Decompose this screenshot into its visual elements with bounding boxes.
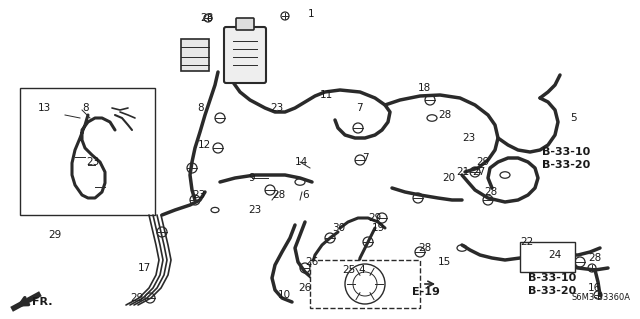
Text: B-33-10: B-33-10 bbox=[528, 273, 576, 283]
Text: 23: 23 bbox=[270, 103, 284, 113]
Text: E-19: E-19 bbox=[412, 287, 440, 297]
Text: 24: 24 bbox=[548, 250, 561, 260]
Text: 23: 23 bbox=[248, 205, 261, 215]
Text: 3: 3 bbox=[195, 47, 202, 57]
Text: 7: 7 bbox=[356, 103, 363, 113]
FancyBboxPatch shape bbox=[224, 27, 266, 83]
Text: FR.: FR. bbox=[32, 297, 52, 307]
Text: 26: 26 bbox=[305, 257, 318, 267]
Text: 28: 28 bbox=[588, 253, 601, 263]
Bar bbox=[310, 260, 420, 308]
Text: 23: 23 bbox=[462, 133, 476, 143]
Text: 12: 12 bbox=[198, 140, 211, 150]
Text: 4: 4 bbox=[358, 265, 365, 275]
Text: 8: 8 bbox=[82, 103, 88, 113]
Text: 28: 28 bbox=[438, 110, 451, 120]
Text: 29: 29 bbox=[48, 230, 61, 240]
Text: B-33-20: B-33-20 bbox=[528, 286, 576, 296]
FancyBboxPatch shape bbox=[236, 18, 254, 30]
Text: 10: 10 bbox=[278, 290, 291, 300]
Text: 27: 27 bbox=[472, 167, 485, 177]
Text: 29: 29 bbox=[368, 213, 381, 223]
Text: S6M3-B3360A: S6M3-B3360A bbox=[572, 293, 631, 302]
Text: 28: 28 bbox=[272, 190, 285, 200]
Text: 25: 25 bbox=[342, 265, 355, 275]
Text: 28: 28 bbox=[484, 187, 497, 197]
Text: 7: 7 bbox=[362, 153, 369, 163]
Text: 14: 14 bbox=[295, 157, 308, 167]
Text: 21: 21 bbox=[456, 167, 469, 177]
Bar bbox=[181, 39, 209, 71]
Text: 9: 9 bbox=[248, 173, 255, 183]
Text: 13: 13 bbox=[38, 103, 51, 113]
Text: 26: 26 bbox=[298, 283, 311, 293]
Text: 30: 30 bbox=[332, 223, 345, 233]
Text: 1: 1 bbox=[308, 9, 315, 19]
Text: 28: 28 bbox=[418, 243, 431, 253]
Text: 18: 18 bbox=[418, 83, 431, 93]
Text: 15: 15 bbox=[438, 257, 451, 267]
Text: 29: 29 bbox=[130, 293, 143, 303]
Text: 20: 20 bbox=[442, 173, 455, 183]
Text: 11: 11 bbox=[320, 90, 333, 100]
Text: 2: 2 bbox=[258, 42, 264, 52]
Text: 28: 28 bbox=[200, 13, 213, 23]
Text: 22: 22 bbox=[520, 237, 533, 247]
Text: 5: 5 bbox=[570, 113, 577, 123]
Text: B-33-20: B-33-20 bbox=[542, 160, 590, 170]
Text: 23: 23 bbox=[192, 190, 205, 200]
Text: 29: 29 bbox=[476, 157, 489, 167]
Text: 8: 8 bbox=[197, 103, 204, 113]
Text: 19: 19 bbox=[372, 223, 385, 233]
Text: 17: 17 bbox=[138, 263, 151, 273]
Text: 6: 6 bbox=[302, 190, 308, 200]
Text: 23: 23 bbox=[86, 157, 99, 167]
Text: 16: 16 bbox=[588, 283, 601, 293]
Bar bbox=[20, 88, 155, 215]
Bar bbox=[520, 242, 575, 272]
Text: B-33-10: B-33-10 bbox=[542, 147, 590, 157]
